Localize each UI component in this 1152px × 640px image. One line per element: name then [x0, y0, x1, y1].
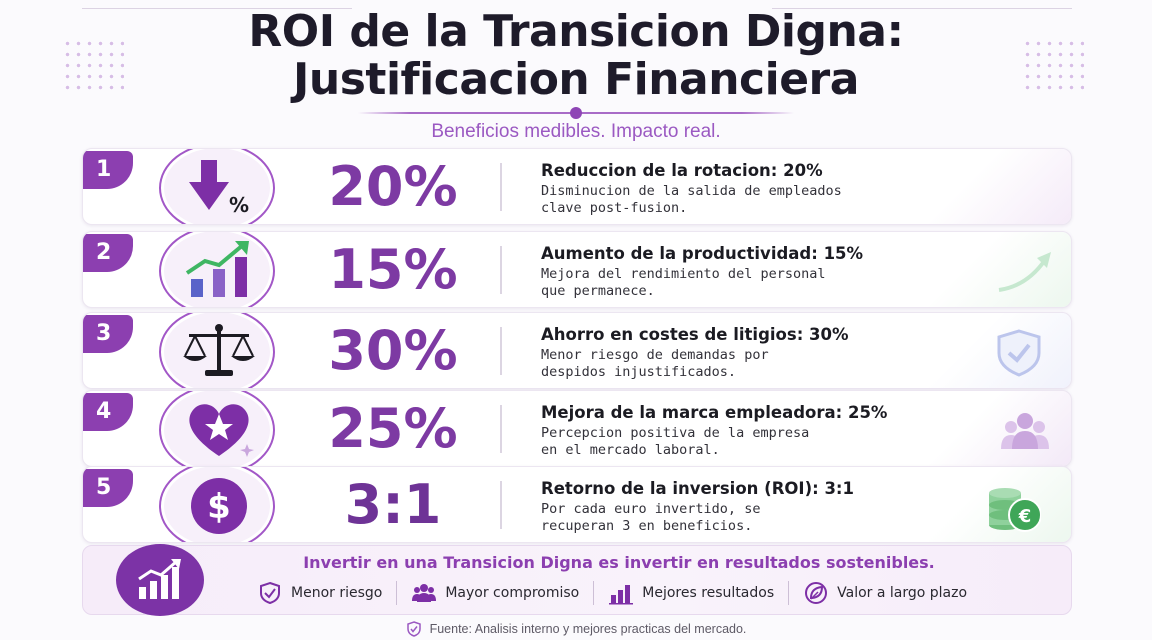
people-group-icon	[997, 405, 1053, 455]
benefit-item: Valor a largo plazo	[789, 581, 981, 605]
row-description-line-2: en el mercado laboral.	[541, 442, 720, 458]
trend-arrow-icon	[997, 246, 1053, 296]
shield-check-icon	[260, 581, 280, 605]
row-title: Ahorro en costes de litigios: 30%	[541, 325, 849, 344]
footer-line-left	[82, 8, 352, 9]
benefit-label: Valor a largo plazo	[837, 585, 968, 601]
banner-headline: Invertir en una Transicion Digna es inve…	[303, 553, 935, 572]
shield-check-icon	[991, 327, 1047, 377]
row-title: Aumento de la productividad: 15%	[541, 244, 864, 263]
row-description-line-1: Por cada euro invertido, se	[541, 501, 761, 517]
row-separator	[500, 327, 502, 375]
benefit-item: Mejores resultados	[594, 581, 788, 605]
row-value: 25%	[328, 397, 458, 460]
row-icon-circle	[159, 232, 275, 307]
roi-row-4: 4 25% Mejora de la marca empleadora: 25%…	[82, 390, 1072, 467]
row-text: Mejora de la marca empleadora: 25% Perce…	[541, 403, 971, 459]
benefit-separator	[788, 581, 790, 605]
row-icon-circle: $	[159, 467, 275, 542]
svg-text:$: $	[207, 487, 231, 527]
row-number-badge: 3	[83, 315, 133, 353]
benefit-label: Menor riesgo	[291, 585, 383, 601]
title-divider-dot	[570, 107, 582, 119]
row-description-line-2: despidos injustificados.	[541, 364, 737, 380]
bar-chart-icon	[609, 585, 634, 605]
row-text: Aumento de la productividad: 15% Mejora …	[541, 244, 971, 300]
row-value: 3:1	[344, 473, 442, 536]
row-description-line-1: Disminucion de la salida de empleados	[541, 183, 842, 199]
growth-chart-icon	[179, 233, 259, 307]
row-icon-circle	[159, 391, 275, 466]
footer-source: Fuente: Analisis interno y mejores pract…	[429, 622, 747, 636]
euro-coins-icon: €	[985, 475, 1042, 535]
svg-text:€: €	[1018, 506, 1032, 527]
roi-row-1: 1 % 20% Reduccion de la rotacion: 20% Di…	[82, 148, 1072, 225]
row-description-line-1: Percepcion positiva de la empresa	[541, 425, 810, 441]
people-icon	[412, 584, 437, 602]
row-title: Mejora de la marca empleadora: 25%	[541, 403, 888, 422]
row-value: 15%	[328, 238, 458, 301]
row-separator	[500, 246, 502, 294]
row-text: Retorno de la inversion (ROI): 3:1 Por c…	[541, 479, 971, 535]
benefit-label: Mayor compromiso	[445, 585, 580, 601]
roi-row-5: 5 $ 3:1 Retorno de la inversion (ROI): 3…	[82, 466, 1072, 543]
decorative-dots-left	[62, 38, 124, 90]
page-title: ROI de la Transicion Digna: Justificacio…	[0, 8, 1152, 104]
benefit-separator	[593, 581, 595, 605]
balance-scale-icon	[179, 314, 259, 388]
dollar-coin-icon: $	[179, 468, 259, 542]
page-subtitle: Beneficios medibles. Impacto real.	[431, 121, 721, 142]
svg-text:%: %	[229, 193, 249, 217]
row-number-badge: 4	[83, 393, 133, 431]
footer-line-right	[772, 8, 1072, 9]
row-separator	[500, 405, 502, 453]
row-text: Ahorro en costes de litigios: 30% Menor …	[541, 325, 971, 381]
banner-benefits: Menor riesgo Mayor compromiso Mejores re	[243, 579, 1063, 607]
benefit-item: Menor riesgo	[243, 581, 396, 605]
decorative-dots-right	[1022, 38, 1084, 90]
row-separator	[500, 481, 502, 529]
benefit-label: Mejores resultados	[642, 585, 775, 601]
leaf-icon	[805, 582, 828, 604]
row-number-badge: 2	[83, 234, 133, 272]
row-icon-circle	[159, 313, 275, 388]
row-description-line-1: Menor riesgo de demandas por	[541, 347, 769, 363]
page-title-line-1: ROI de la Transicion Digna:	[248, 6, 904, 57]
page-title-line-2: Justificacion Financiera	[293, 54, 859, 105]
row-title: Retorno de la inversion (ROI): 3:1	[541, 479, 855, 498]
row-number-badge: 1	[83, 151, 133, 189]
benefit-separator	[396, 581, 398, 605]
row-number-badge: 5	[83, 469, 133, 507]
row-value: 30%	[328, 319, 458, 382]
row-value: 20%	[328, 155, 458, 218]
summary-banner: Invertir en una Transicion Digna es inve…	[82, 544, 1072, 616]
row-icon-circle: %	[159, 149, 275, 224]
row-title: Reduccion de la rotacion: 20%	[541, 161, 823, 180]
row-text: Reduccion de la rotacion: 20% Disminucio…	[541, 161, 971, 217]
row-description-line-2: recuperan 3 en beneficios.	[541, 518, 753, 534]
down-arrow-percent-icon: %	[179, 150, 259, 224]
roi-row-2: 2 15% Aumento de la productividad: 15% M…	[82, 231, 1072, 308]
roi-row-3: 3 30% Ahorro en costes de litigios: 30% …	[82, 312, 1072, 389]
row-description-line-2: clave post-fusion.	[541, 200, 688, 216]
benefit-item: Mayor compromiso	[397, 581, 593, 605]
growth-chart-icon	[116, 544, 204, 616]
heart-star-icon	[179, 392, 259, 466]
footer: Fuente: Analisis interno y mejores pract…	[0, 620, 1152, 638]
row-description-line-1: Mejora del rendimiento del personal	[541, 266, 826, 282]
shield-check-icon	[406, 621, 421, 637]
row-separator	[500, 163, 502, 211]
row-description-line-2: que permanece.	[541, 283, 655, 299]
